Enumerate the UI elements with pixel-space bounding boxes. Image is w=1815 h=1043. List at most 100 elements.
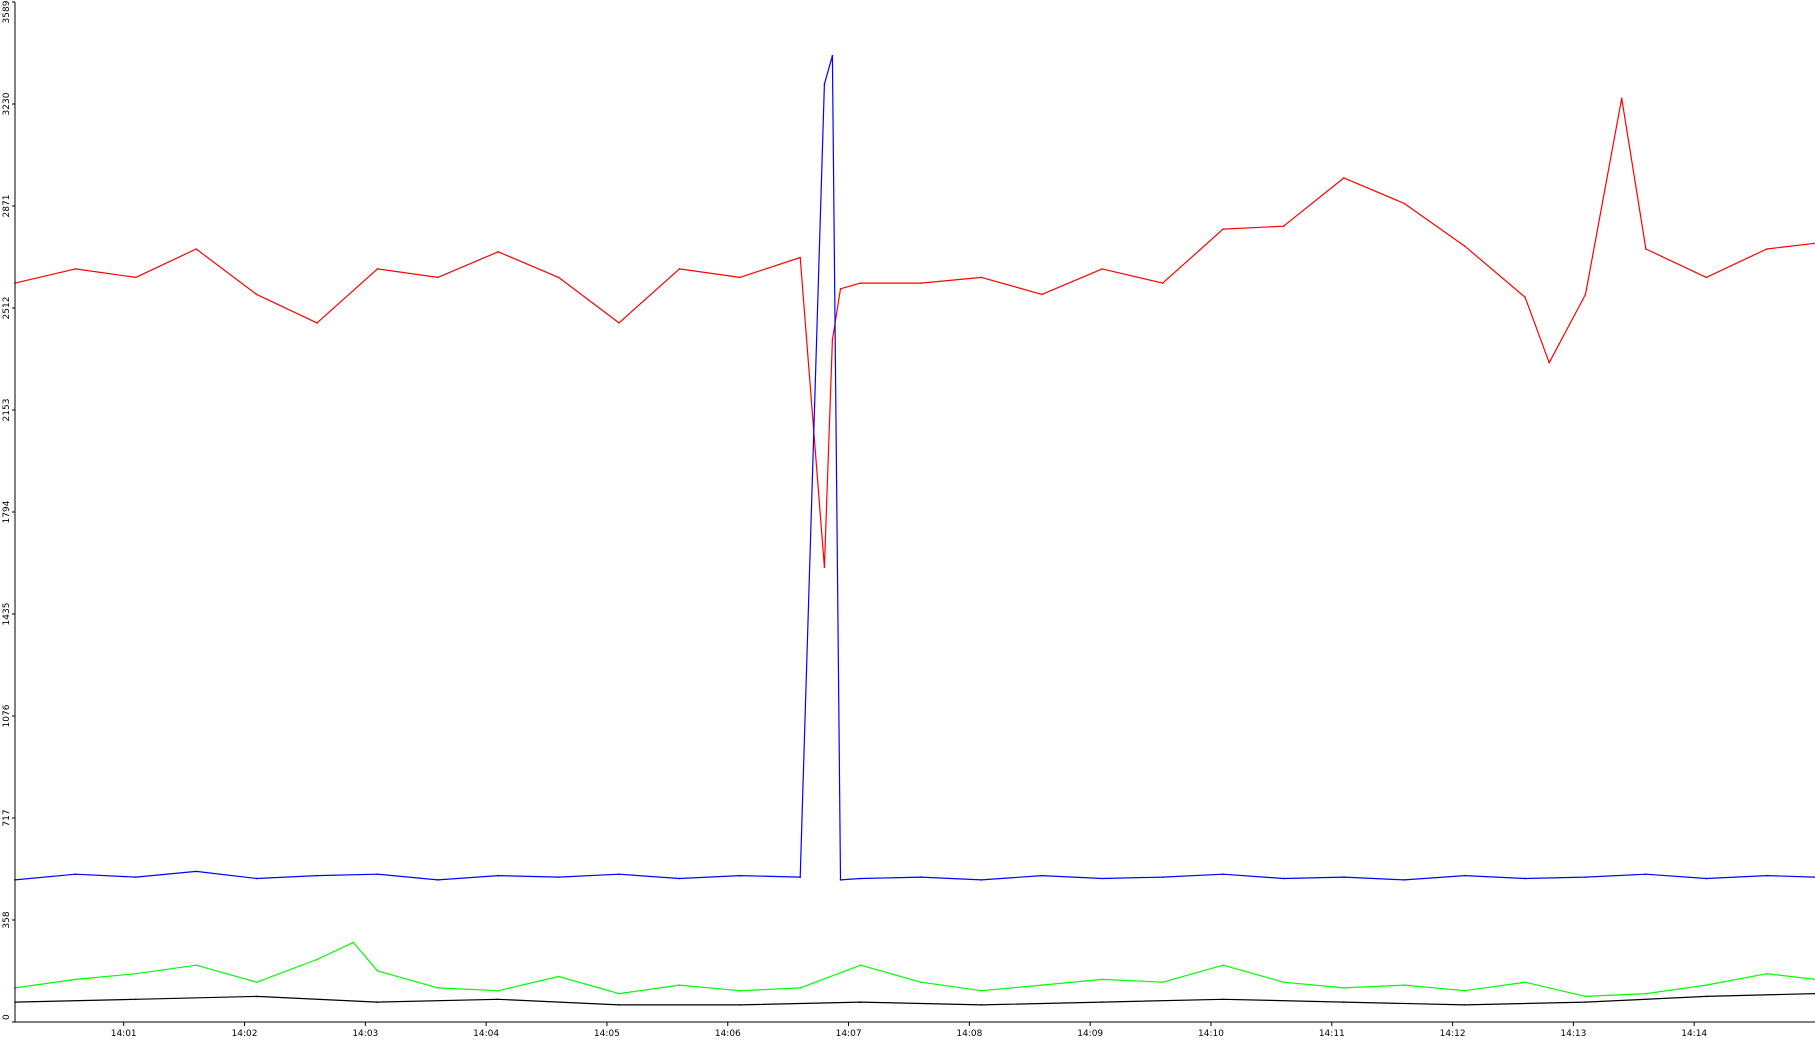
data-point xyxy=(1705,276,1708,279)
data-point xyxy=(831,339,834,341)
data-point xyxy=(195,870,197,873)
data-point xyxy=(557,876,560,878)
data-point xyxy=(618,992,620,995)
data-point xyxy=(1463,1004,1466,1006)
data-point xyxy=(316,322,318,324)
x-tick-label: 14:14 xyxy=(1681,1029,1707,1039)
data-point xyxy=(1222,964,1224,966)
data-point xyxy=(1161,876,1164,878)
data-point xyxy=(1343,987,1345,989)
data-point xyxy=(799,876,801,878)
data-point xyxy=(823,566,826,569)
data-point xyxy=(135,876,137,878)
series-line-1 xyxy=(14,97,1815,568)
data-point xyxy=(618,1004,620,1006)
data-point xyxy=(823,83,826,85)
data-point xyxy=(437,879,439,881)
data-point xyxy=(1705,877,1708,880)
data-point xyxy=(497,251,500,253)
data-point xyxy=(1705,995,1708,998)
y-tick-label: 3589 xyxy=(2,0,12,23)
data-point xyxy=(618,873,620,875)
data-point xyxy=(1645,873,1647,875)
data-point xyxy=(859,1001,862,1003)
x-tick-label: 14:10 xyxy=(1198,1029,1224,1039)
data-point xyxy=(1403,202,1406,205)
data-point xyxy=(920,981,922,983)
data-point xyxy=(376,873,379,875)
data-point xyxy=(437,276,439,279)
data-point xyxy=(1463,989,1466,992)
data-point xyxy=(678,268,681,270)
y-tick-label: 358 xyxy=(2,911,12,928)
data-point xyxy=(255,293,258,296)
data-point xyxy=(1524,981,1526,983)
data-point xyxy=(352,941,355,944)
data-point xyxy=(839,288,842,290)
x-tick-label: 14:01 xyxy=(111,1029,137,1039)
data-point xyxy=(135,972,137,975)
data-point xyxy=(1041,984,1043,986)
data-point xyxy=(1524,296,1526,299)
data-point xyxy=(135,998,137,1001)
data-point xyxy=(1705,984,1708,986)
data-point xyxy=(799,987,801,989)
data-point xyxy=(376,970,379,972)
data-point xyxy=(376,1001,379,1003)
x-tick-label: 14:07 xyxy=(836,1029,862,1039)
data-point xyxy=(920,876,922,878)
data-point xyxy=(799,256,801,259)
x-tick-label: 14:06 xyxy=(715,1029,741,1039)
data-point xyxy=(1222,998,1224,1001)
data-point xyxy=(739,1004,741,1006)
x-tick-label: 14:12 xyxy=(1440,1029,1466,1039)
data-point xyxy=(1584,293,1587,296)
data-point xyxy=(1403,879,1406,881)
data-point xyxy=(859,964,862,966)
data-point xyxy=(1101,268,1103,270)
data-point xyxy=(255,995,258,998)
data-point xyxy=(1343,876,1345,878)
data-point xyxy=(678,984,681,986)
data-point xyxy=(859,282,862,284)
data-point xyxy=(316,874,318,877)
data-point xyxy=(1282,877,1285,880)
data-point xyxy=(1222,873,1224,875)
data-point xyxy=(739,276,741,279)
y-tick-label: 0 xyxy=(2,1014,12,1020)
data-point xyxy=(74,268,77,270)
y-tick-label: 2512 xyxy=(2,297,12,320)
data-point xyxy=(497,989,500,992)
y-tick-label: 1794 xyxy=(2,500,12,523)
data-point xyxy=(831,54,834,57)
data-point xyxy=(1101,877,1103,880)
data-point xyxy=(376,268,379,270)
data-point xyxy=(1161,282,1164,284)
data-point xyxy=(74,873,77,875)
x-tick-label: 14:03 xyxy=(352,1029,378,1039)
data-point xyxy=(557,276,560,279)
data-point xyxy=(980,1004,983,1006)
y-tick-label: 1076 xyxy=(2,704,12,727)
series-line-2 xyxy=(14,55,1815,881)
data-point xyxy=(1403,984,1406,986)
data-point xyxy=(739,874,741,877)
series-layer xyxy=(14,54,1815,1006)
x-tick-label: 14:13 xyxy=(1560,1029,1586,1039)
y-tick-label: 2153 xyxy=(2,399,12,422)
x-tick-label: 14:09 xyxy=(1077,1029,1103,1039)
data-point xyxy=(1282,981,1285,983)
data-point xyxy=(859,877,862,880)
series-line-3 xyxy=(14,941,1815,998)
data-point xyxy=(1101,978,1103,981)
data-point xyxy=(135,276,137,279)
data-point xyxy=(1041,874,1043,877)
data-point xyxy=(195,964,197,966)
data-point xyxy=(1222,228,1224,230)
data-point xyxy=(839,879,842,881)
data-point xyxy=(1282,225,1285,227)
y-tick-label: 2871 xyxy=(2,195,12,218)
